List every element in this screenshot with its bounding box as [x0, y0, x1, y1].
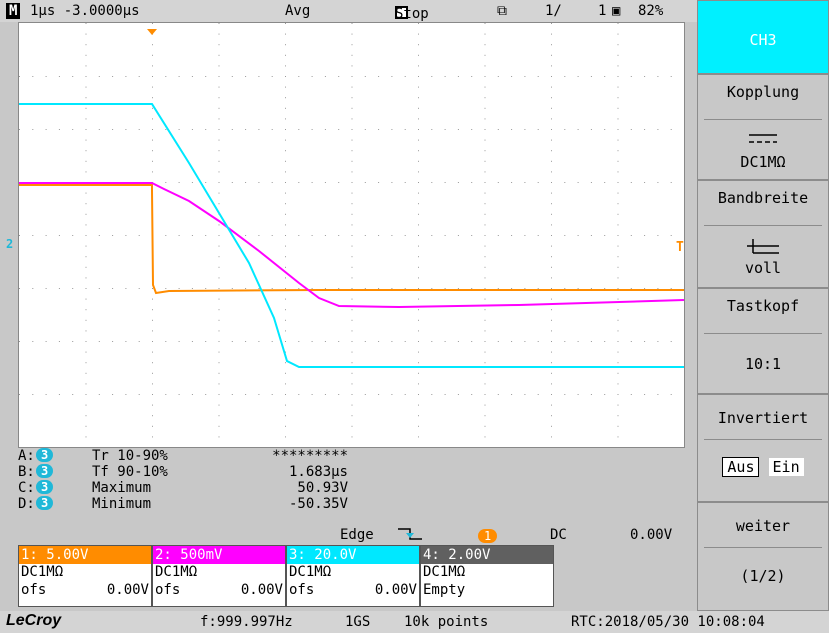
bandwidth-icon: [698, 237, 828, 259]
battery-level: 82%: [638, 3, 664, 19]
invert-on-option[interactable]: Ein: [768, 458, 804, 476]
menu-channel-title[interactable]: CH3: [697, 0, 829, 74]
trigger-level: 0.00V: [630, 527, 673, 543]
channel-chip: 3: [36, 480, 54, 494]
channel-3-box[interactable]: 3: 20.0V DC1MΩ ofs 0.00V: [286, 545, 420, 607]
channel-2-header: 2: 500mV: [153, 546, 285, 564]
channel-4-offset: Empty: [423, 582, 466, 598]
ch1-trace: [19, 184, 684, 295]
rising-edge-icon: [398, 527, 424, 545]
menu-bandbreite-button[interactable]: Bandbreite voll: [697, 180, 829, 288]
trigger-coupling: DC: [550, 527, 567, 543]
acquisition-mode: Avg: [285, 3, 311, 19]
stop-icon: [395, 6, 408, 19]
measurement-panel: A: 3 Tr 10-90% ********* B: 3 Tf 90-10% …: [18, 448, 348, 512]
real-time-clock: RTC:2018/05/30 10:08:04: [571, 614, 765, 630]
bandbreite-value: voll: [744, 259, 782, 277]
waveform-plot: [19, 23, 685, 438]
bandbreite-label: Bandbreite: [717, 189, 809, 207]
weiter-label: weiter: [735, 517, 791, 535]
graticule: [19, 23, 685, 438]
waveform-display[interactable]: [18, 22, 685, 448]
channel-ref-marker: 2: [6, 237, 14, 251]
record-length: 10k points: [404, 614, 489, 630]
battery-icon: ▣: [612, 3, 621, 19]
channel-3-header: 3: 20.0V: [287, 546, 419, 564]
channel-1-coupling: DC1MΩ: [21, 564, 64, 580]
kopplung-label: Kopplung: [726, 83, 800, 101]
channel-4-coupling: DC1MΩ: [423, 564, 466, 580]
channel-chip: 3: [36, 448, 54, 462]
channel-1-header: 1: 5.00V: [19, 546, 151, 564]
tastkopf-label: Tastkopf: [726, 297, 800, 315]
memory-icon: ⧉: [497, 3, 507, 19]
dc-coupling-icon: [698, 131, 828, 151]
channel-1-box[interactable]: 1: 5.00V DC1MΩ ofs 0.00V: [18, 545, 152, 607]
frequency-readout: f:999.997Hz: [200, 614, 293, 630]
invert-off-option[interactable]: Aus: [722, 457, 760, 477]
channel-4-header: 4: 2.00V: [421, 546, 553, 564]
page-indicator-2: 1: [598, 3, 607, 19]
channel-2-offset: ofs 0.00V: [155, 582, 283, 598]
channel-chip: 3: [36, 464, 54, 478]
menu-weiter-button[interactable]: weiter (1/2): [697, 502, 829, 611]
trigger-type[interactable]: Edge: [340, 527, 374, 543]
brand-logo: LeCroy: [6, 612, 62, 629]
trigger-source-badge: 1: [478, 529, 498, 543]
weiter-page: (1/2): [740, 567, 786, 585]
menu-tastkopf-button[interactable]: Tastkopf 10:1: [697, 288, 829, 394]
channel-chip: 3: [36, 496, 54, 510]
page-indicator: 1/: [545, 3, 562, 19]
channel-2-coupling: DC1MΩ: [155, 564, 198, 580]
channel-2-box[interactable]: 2: 500mV DC1MΩ ofs 0.00V: [152, 545, 286, 607]
side-menu: CH3 Kopplung DC1MΩ Bandbreite voll Tastk…: [697, 0, 829, 611]
channel-1-offset: ofs 0.00V: [21, 582, 149, 598]
ch2-trace: [19, 182, 685, 309]
channel-3-offset: ofs 0.00V: [289, 582, 417, 598]
channel-4-box[interactable]: 4: 2.00V DC1MΩ Empty: [420, 545, 554, 607]
tastkopf-value: 10:1: [744, 355, 782, 373]
ch3-trace: [19, 103, 684, 368]
trigger-level-marker: T: [676, 240, 684, 255]
kopplung-value: DC1MΩ: [740, 153, 786, 171]
bottom-status-bar: LeCroy f:999.997Hz 1GS 10k points RTC:20…: [0, 611, 829, 633]
sample-rate: 1GS: [345, 614, 371, 630]
menu-kopplung-button[interactable]: Kopplung DC1MΩ: [697, 74, 829, 180]
trigger-position-marker: [147, 29, 157, 35]
invertiert-label: Invertiert: [717, 409, 809, 427]
mode-indicator: M: [6, 3, 21, 19]
channel-3-coupling: DC1MΩ: [289, 564, 332, 580]
timebase-readout: 1µs -3.0000µs: [30, 3, 140, 19]
menu-invertiert-button[interactable]: Invertiert Aus Ein: [697, 394, 829, 502]
top-status-bar: M 1µs -3.0000µs Avg Stop ⧉ 1/ 1 ▣ 82%: [0, 0, 697, 22]
